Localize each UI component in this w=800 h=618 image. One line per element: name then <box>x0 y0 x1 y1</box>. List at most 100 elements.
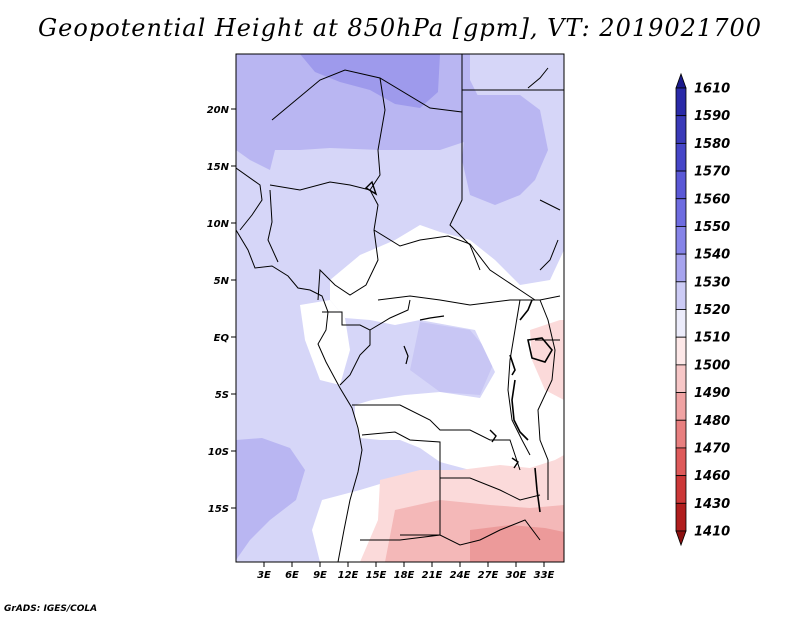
lon-label: 30E <box>506 570 527 581</box>
lon-label: 21E <box>422 570 443 581</box>
colorbar-swatch <box>675 226 687 255</box>
boundaries <box>236 54 564 562</box>
lake-albert <box>519 299 533 321</box>
colorbar-level-label: 1550 <box>694 220 730 235</box>
colorbar-swatch <box>675 419 687 449</box>
colorbar-level-label: 1570 <box>694 165 730 180</box>
colorbar-swatch <box>675 142 687 172</box>
colorbar: 1610 1590 1580 1570 1560 1550 1540 1530 1520 1510… <box>675 72 730 547</box>
colorbar-level-label: 1580 <box>694 137 730 152</box>
colorbar-swatch <box>675 115 687 144</box>
colorbar-level-label: 1590 <box>694 109 730 124</box>
border-north-2 <box>369 77 386 191</box>
border-central-1 <box>317 229 379 301</box>
lat-label: 15N <box>207 162 230 173</box>
colorbar-level-label: 1560 <box>694 192 730 207</box>
field-high-southwest <box>236 438 305 560</box>
lake-tanganyika <box>511 379 529 441</box>
border-west-3 <box>267 189 279 263</box>
colorbar-swatch <box>675 309 687 338</box>
lat-label: 5N <box>214 276 230 287</box>
border-congo <box>369 299 411 331</box>
lon-label: 24E <box>450 570 471 581</box>
border-east-lakes <box>507 299 531 456</box>
lon-label: 9E <box>313 570 327 581</box>
colorbar-swatch <box>675 502 687 532</box>
border-south <box>400 519 541 546</box>
border-east-5 <box>539 239 559 271</box>
colorbar-swatch <box>675 253 687 283</box>
border-north-1 <box>271 69 463 121</box>
colorbar-swatch <box>675 475 687 504</box>
field-neutral-central <box>330 225 564 480</box>
colorbar-level-label: 1480 <box>694 414 730 429</box>
grads-credit: GrADS: IGES/COLA <box>4 604 98 614</box>
lat-label: 15S <box>208 504 229 515</box>
lon-label: 12E <box>338 570 359 581</box>
field-very-high-north <box>300 54 440 108</box>
colorbar-swatch <box>675 392 687 421</box>
border-west-1 <box>236 167 263 231</box>
coastline-west-africa <box>236 229 363 562</box>
lat-label: 5S <box>215 390 229 401</box>
lon-label: 27E <box>478 570 499 581</box>
colorbar-level-label: 1490 <box>694 386 730 401</box>
colorbar-swatch <box>675 198 687 227</box>
colorbar-swatch <box>675 170 687 200</box>
lake-bangweulu <box>511 457 519 469</box>
latitude-labels: 20N 15N 10N 5N EQ 5S 10S 15S <box>207 105 230 515</box>
river-congo-2 <box>403 345 409 365</box>
colorbar-bottom-arrow <box>675 530 687 547</box>
colorbar-swatch <box>675 447 687 477</box>
border-west-2 <box>269 181 379 231</box>
lake-victoria <box>527 337 553 363</box>
colorbar-level-label: 1470 <box>694 441 730 456</box>
colorbar-level-label: 1510 <box>694 331 730 346</box>
longitude-ticks <box>263 562 545 567</box>
field-high-northeast <box>462 95 548 205</box>
colorbar-level-label: 1530 <box>694 275 730 290</box>
field-lowest-south <box>470 525 564 562</box>
colorbar-swatch <box>675 364 687 393</box>
lon-label: 18E <box>394 570 415 581</box>
map-frame <box>235 53 565 563</box>
border-east-4 <box>539 199 561 211</box>
colorbar-level-label: 1460 <box>694 469 730 484</box>
lake-mweru <box>489 429 497 443</box>
colorbar-level-label: 1540 <box>694 248 730 263</box>
longitude-labels: 3E 6E 9E 12E 15E 18E 21E 24E 27E 30E 33E <box>257 570 554 581</box>
colorbar-level-label: 1500 <box>694 358 730 373</box>
lon-label: 15E <box>366 570 387 581</box>
latitude-ticks <box>231 108 236 509</box>
lon-label: 6E <box>285 570 299 581</box>
lake-kivu <box>509 354 516 376</box>
colorbar-top-arrow <box>675 72 687 89</box>
border-drc-south <box>352 404 521 471</box>
lat-label: 20N <box>207 105 230 116</box>
field-neutral-coast <box>300 300 350 385</box>
lake-chad <box>364 180 378 196</box>
border-zambia <box>440 477 541 501</box>
colorbar-level-label: 1520 <box>694 303 730 318</box>
chart-title: Geopotential Height at 850hPa [gpm], VT:… <box>38 14 762 42</box>
colorbar-level-label: 1410 <box>694 525 730 540</box>
colorbar-level-label: 1430 <box>694 497 730 512</box>
coast-east-red-sea <box>527 67 549 89</box>
colorbar-swatch <box>675 281 687 310</box>
border-north-3 <box>449 54 481 271</box>
lon-label: 3E <box>257 570 271 581</box>
lon-label: 33E <box>534 570 555 581</box>
colorbar-level-label: 1610 <box>694 82 730 97</box>
lat-label: 10N <box>207 219 230 230</box>
colorbar-swatch <box>675 336 687 366</box>
lake-malawi <box>534 467 541 513</box>
map-field <box>236 54 564 562</box>
border-central-2 <box>373 229 536 301</box>
colorbar-swatch <box>675 87 687 117</box>
lat-label: EQ <box>214 333 230 344</box>
river-congo-1 <box>419 315 445 321</box>
border-east-2 <box>537 299 556 500</box>
border-angola <box>360 431 441 541</box>
lat-label: 10S <box>208 447 229 458</box>
